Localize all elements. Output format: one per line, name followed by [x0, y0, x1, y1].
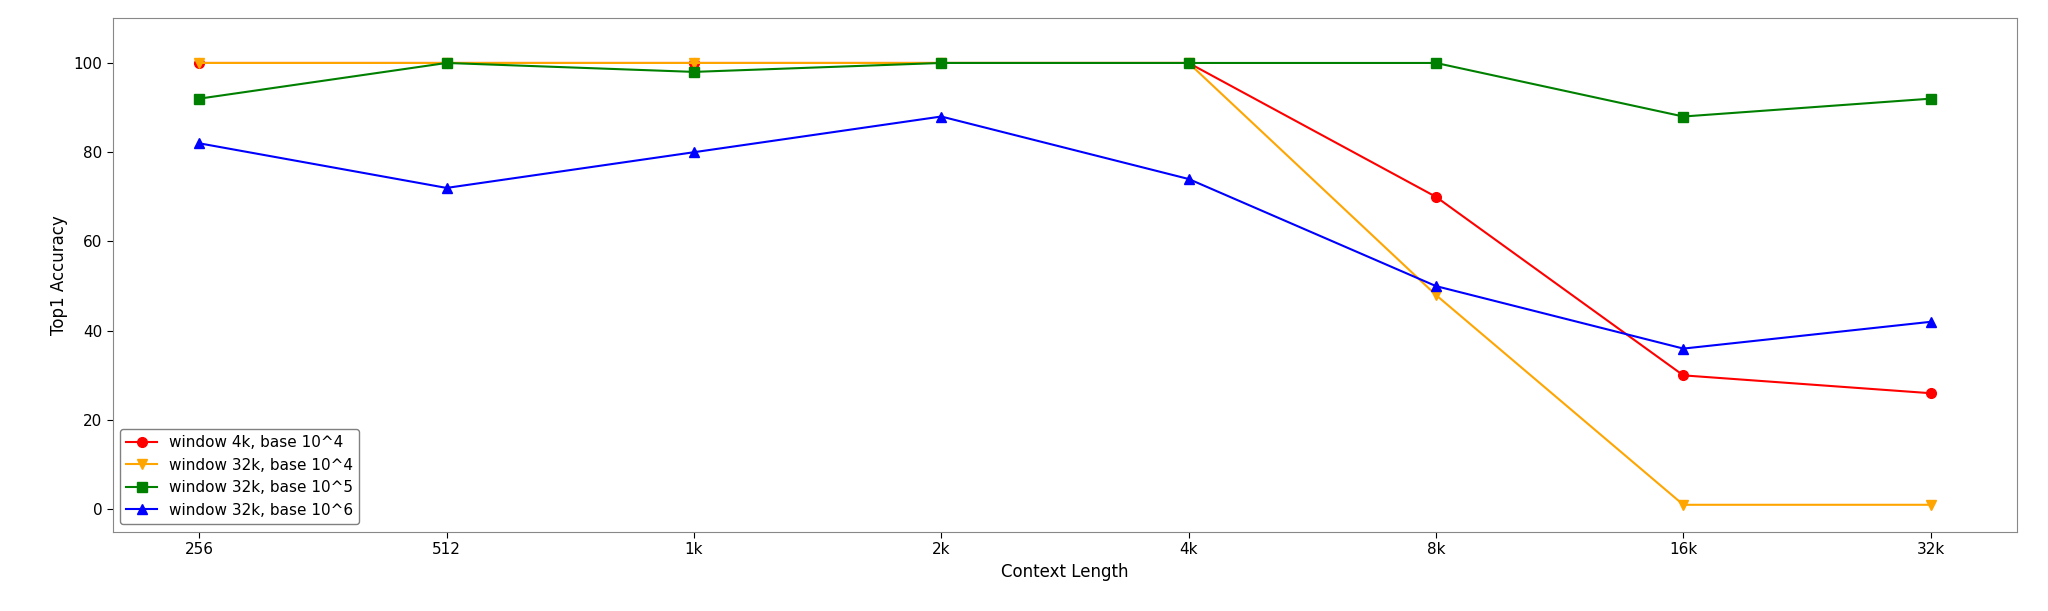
- window 32k, base 10^4: [434, 59, 459, 67]
- window 32k, base 10^4: [1919, 501, 1944, 508]
- window 4k, base 10^4: [434, 59, 459, 67]
- window 32k, base 10^6: [186, 140, 211, 147]
- window 4k, base 10^4: [1176, 59, 1200, 67]
- window 32k, base 10^4: [186, 59, 211, 67]
- window 32k, base 10^5: [682, 68, 707, 76]
- window 32k, base 10^5: [1671, 113, 1696, 120]
- window 32k, base 10^5: [1919, 95, 1944, 102]
- window 32k, base 10^4: [1423, 291, 1448, 299]
- window 32k, base 10^5: [930, 59, 954, 67]
- window 32k, base 10^6: [434, 185, 459, 192]
- window 32k, base 10^5: [434, 59, 459, 67]
- window 4k, base 10^4: [186, 59, 211, 67]
- window 4k, base 10^4: [1671, 371, 1696, 379]
- window 32k, base 10^6: [682, 148, 707, 156]
- Legend: window 4k, base 10^4, window 32k, base 10^4, window 32k, base 10^5, window 32k, : window 4k, base 10^4, window 32k, base 1…: [121, 429, 358, 524]
- window 32k, base 10^5: [1176, 59, 1200, 67]
- Y-axis label: Top1 Accuracy: Top1 Accuracy: [49, 215, 68, 335]
- window 32k, base 10^4: [1671, 501, 1696, 508]
- window 32k, base 10^4: [682, 59, 707, 67]
- Line: window 32k, base 10^5: window 32k, base 10^5: [195, 58, 1935, 122]
- window 32k, base 10^5: [1423, 59, 1448, 67]
- X-axis label: Context Length: Context Length: [1001, 563, 1128, 580]
- window 32k, base 10^5: [186, 95, 211, 102]
- Line: window 4k, base 10^4: window 4k, base 10^4: [195, 58, 1935, 398]
- window 32k, base 10^4: [1176, 59, 1200, 67]
- Line: window 32k, base 10^4: window 32k, base 10^4: [195, 58, 1935, 510]
- window 4k, base 10^4: [930, 59, 954, 67]
- window 4k, base 10^4: [1423, 193, 1448, 200]
- window 4k, base 10^4: [1919, 390, 1944, 397]
- window 32k, base 10^6: [1671, 345, 1696, 353]
- window 32k, base 10^6: [1423, 282, 1448, 290]
- window 32k, base 10^6: [930, 113, 954, 120]
- Line: window 32k, base 10^6: window 32k, base 10^6: [195, 112, 1935, 353]
- window 32k, base 10^6: [1176, 175, 1200, 183]
- window 4k, base 10^4: [682, 59, 707, 67]
- window 32k, base 10^4: [930, 59, 954, 67]
- window 32k, base 10^6: [1919, 318, 1944, 326]
